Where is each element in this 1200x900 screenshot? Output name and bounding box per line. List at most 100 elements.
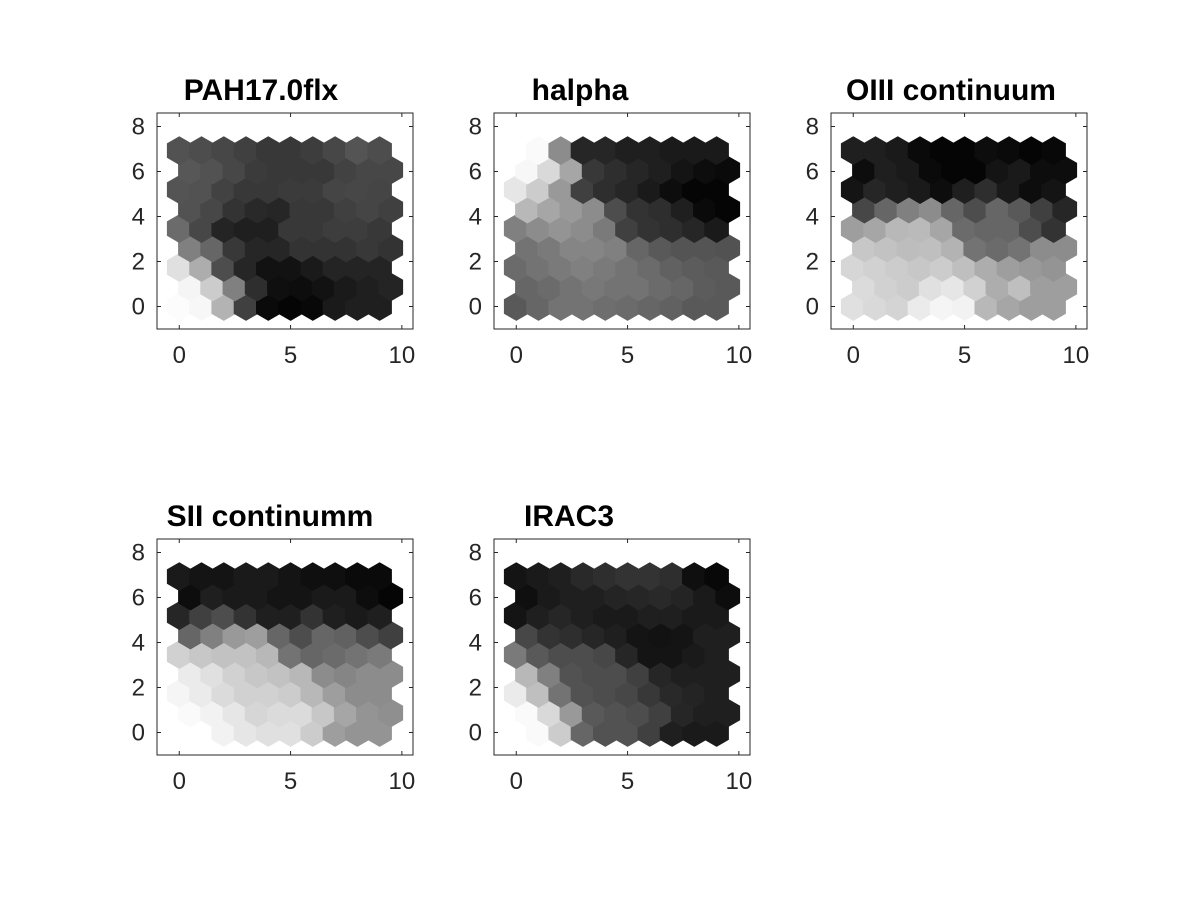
y-tick-label: 8 (132, 540, 145, 567)
hex-cell (526, 253, 551, 282)
hex-cell (267, 620, 292, 650)
hex-cell (1019, 214, 1044, 243)
hex-cell (874, 194, 899, 224)
hex-cell (211, 136, 237, 165)
hex-cell (863, 175, 888, 204)
hex-cell (526, 292, 551, 321)
hex-cell (189, 136, 214, 165)
hex-cell (367, 136, 392, 165)
hex-cell (300, 214, 326, 243)
hex-cell (278, 175, 303, 204)
hex-cell (300, 640, 326, 669)
hex-cell (356, 194, 381, 224)
hex-cell (715, 155, 741, 185)
hex-cell (615, 253, 640, 282)
hex-cell (715, 233, 741, 263)
hex-cell (693, 659, 718, 689)
hex-cell (548, 718, 574, 747)
hex-cell (311, 155, 337, 185)
hex-cell (503, 679, 529, 708)
hex-cell (593, 640, 618, 669)
hex-cell (1041, 253, 1066, 282)
hex-cell (1007, 233, 1033, 263)
hex-cell (704, 214, 729, 243)
hex-cell (244, 194, 270, 224)
hex-cell (593, 601, 618, 630)
hex-cell (233, 679, 259, 708)
hex-cell (244, 272, 270, 302)
hex-cell (581, 581, 607, 611)
y-tick-label: 6 (806, 159, 819, 186)
hex-cell (333, 272, 359, 302)
y-tick-label: 4 (132, 204, 145, 231)
hex-cell (515, 581, 540, 611)
hex-cell (648, 194, 674, 224)
hex-cell (874, 155, 899, 185)
hex-cell (715, 194, 741, 224)
hex-cell (1041, 292, 1066, 321)
hex-cell (267, 155, 292, 185)
hex-cell (570, 679, 596, 708)
hex-cell (704, 718, 729, 747)
hex-cell (178, 698, 203, 728)
hex-cell (378, 620, 404, 650)
hex-cell (604, 272, 629, 302)
hex-cell (985, 233, 1011, 263)
hex-cell (267, 272, 292, 302)
hex-cell (604, 155, 629, 185)
x-tick-label: 10 (726, 342, 753, 369)
hex-cell (715, 620, 741, 650)
x-tick-label: 10 (389, 342, 416, 369)
hex-cell (267, 194, 292, 224)
hex-cells (166, 136, 404, 321)
y-tick-label: 4 (806, 204, 819, 231)
hex-cell (704, 253, 729, 282)
hex-cell (267, 581, 292, 611)
hex-cell (581, 620, 607, 650)
hex-cell (604, 194, 629, 224)
hex-cell (367, 253, 392, 282)
hex-cell (278, 253, 303, 282)
hex-cell (648, 155, 674, 185)
hex-cell (333, 620, 359, 650)
hex-cell (356, 698, 381, 728)
hex-cell (166, 214, 192, 243)
subplot-4: 0 5 10 0 2 4 6 8 SII continumm (132, 500, 416, 795)
hex-cell (244, 155, 270, 185)
hex-cell (367, 175, 392, 204)
hex-cell (1007, 194, 1033, 224)
hex-cell (852, 233, 877, 263)
axes-box (156, 538, 414, 756)
hex-cell (963, 155, 988, 185)
hex-cell (907, 136, 933, 165)
hex-cell (715, 659, 741, 689)
hex-cell (615, 601, 640, 630)
hex-cell (233, 214, 259, 243)
subplot-title: IRAC3 (524, 500, 614, 533)
hex-cell (256, 679, 281, 708)
x-tick-label: 0 (847, 342, 860, 369)
hex-cell (503, 601, 529, 630)
hex-cell (996, 214, 1022, 243)
hex-cell (356, 155, 381, 185)
hex-cell (378, 581, 404, 611)
hex-cell (333, 581, 359, 611)
hex-cell (637, 601, 663, 630)
hex-cell (189, 292, 214, 321)
hex-cell (715, 698, 741, 728)
hex-cell (1019, 175, 1044, 204)
x-tick-label: 0 (510, 768, 523, 795)
hex-cell (537, 698, 562, 728)
hex-cell (637, 136, 663, 165)
hex-cell (256, 253, 281, 282)
hex-cell (615, 679, 640, 708)
hex-cell (503, 214, 529, 243)
hex-cell (1041, 175, 1066, 204)
hex-cell (682, 640, 707, 669)
x-tick-label: 10 (1063, 342, 1090, 369)
hex-cell (840, 292, 866, 321)
hex-cell (311, 194, 337, 224)
hex-cell (852, 194, 877, 224)
hex-cell (1019, 292, 1044, 321)
hex-cell (211, 253, 237, 282)
